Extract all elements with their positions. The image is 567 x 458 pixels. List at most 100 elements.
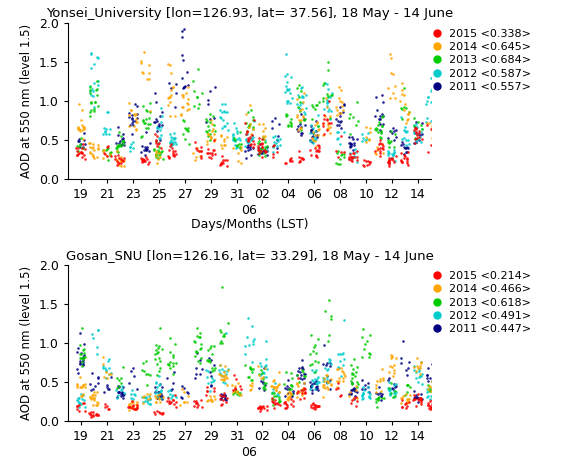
Point [415, 136, 424, 143]
Point [374, 129, 383, 136]
Point [397, 158, 407, 166]
Point [274, 395, 284, 403]
Point [259, 127, 268, 135]
Point [274, 388, 284, 396]
Point [371, 150, 380, 158]
Point [282, 85, 291, 92]
Point [322, 103, 331, 110]
Point [118, 389, 127, 397]
Point [112, 157, 121, 164]
Point [246, 365, 255, 372]
Point [417, 359, 426, 366]
Point [364, 379, 373, 386]
Point [332, 147, 341, 154]
Point [86, 413, 95, 420]
Point [74, 344, 83, 351]
Point [203, 97, 212, 104]
Point [100, 403, 109, 411]
Point [257, 144, 266, 151]
Point [151, 118, 160, 125]
Point [220, 372, 229, 379]
Point [206, 136, 215, 143]
Point [333, 377, 342, 384]
Point [318, 123, 327, 130]
Point [151, 398, 160, 405]
Point [172, 81, 181, 88]
Point [193, 332, 202, 339]
Point [193, 324, 202, 332]
Point [311, 377, 320, 385]
Point [192, 153, 201, 161]
Point [220, 142, 229, 149]
Point [401, 390, 410, 398]
Point [236, 136, 245, 143]
Point [130, 391, 139, 398]
Point [180, 388, 189, 396]
Point [246, 142, 255, 149]
Y-axis label: AOD at 550 nm (level 1.5): AOD at 550 nm (level 1.5) [20, 266, 33, 420]
Point [257, 146, 266, 153]
Point [428, 142, 437, 149]
Point [270, 401, 280, 408]
Point [383, 136, 392, 144]
Point [234, 158, 243, 165]
Point [261, 374, 270, 381]
Point [152, 117, 161, 125]
Point [258, 369, 267, 376]
Point [375, 389, 384, 397]
Point [396, 104, 405, 111]
Point [171, 104, 180, 111]
Point [428, 378, 437, 385]
Point [76, 350, 85, 358]
Point [234, 140, 243, 147]
Point [307, 123, 316, 130]
Point [353, 381, 362, 388]
Point [295, 369, 304, 376]
Point [428, 377, 437, 385]
Point [203, 358, 212, 365]
Point [314, 145, 323, 152]
Point [146, 120, 155, 127]
Point [132, 125, 141, 133]
Point [142, 390, 151, 397]
Point [222, 109, 231, 116]
Point [371, 382, 380, 389]
Point [308, 139, 318, 146]
Point [325, 377, 335, 384]
Point [282, 82, 291, 89]
Point [219, 333, 229, 340]
Point [234, 391, 243, 398]
Point [404, 149, 413, 156]
Point [370, 125, 379, 132]
Point [145, 62, 154, 69]
Point [92, 86, 101, 93]
Point [74, 370, 83, 377]
Point [240, 361, 249, 368]
Point [192, 397, 201, 404]
Point [284, 98, 293, 105]
Point [260, 152, 269, 159]
Point [282, 390, 291, 398]
Point [428, 367, 437, 375]
Point [244, 122, 253, 130]
Point [115, 142, 124, 149]
Point [255, 134, 264, 142]
Point [139, 49, 149, 56]
Point [312, 386, 321, 393]
Point [112, 394, 121, 402]
Point [204, 145, 213, 153]
Point [223, 119, 232, 126]
Point [91, 98, 100, 106]
Point [413, 136, 422, 143]
Point [258, 384, 267, 391]
Point [428, 405, 437, 413]
Point [166, 398, 175, 406]
Point [151, 151, 160, 158]
Point [254, 362, 263, 370]
Point [366, 125, 375, 132]
Point [155, 392, 164, 399]
Point [158, 121, 167, 128]
Point [322, 90, 331, 98]
Point [88, 144, 97, 152]
Point [294, 153, 303, 161]
